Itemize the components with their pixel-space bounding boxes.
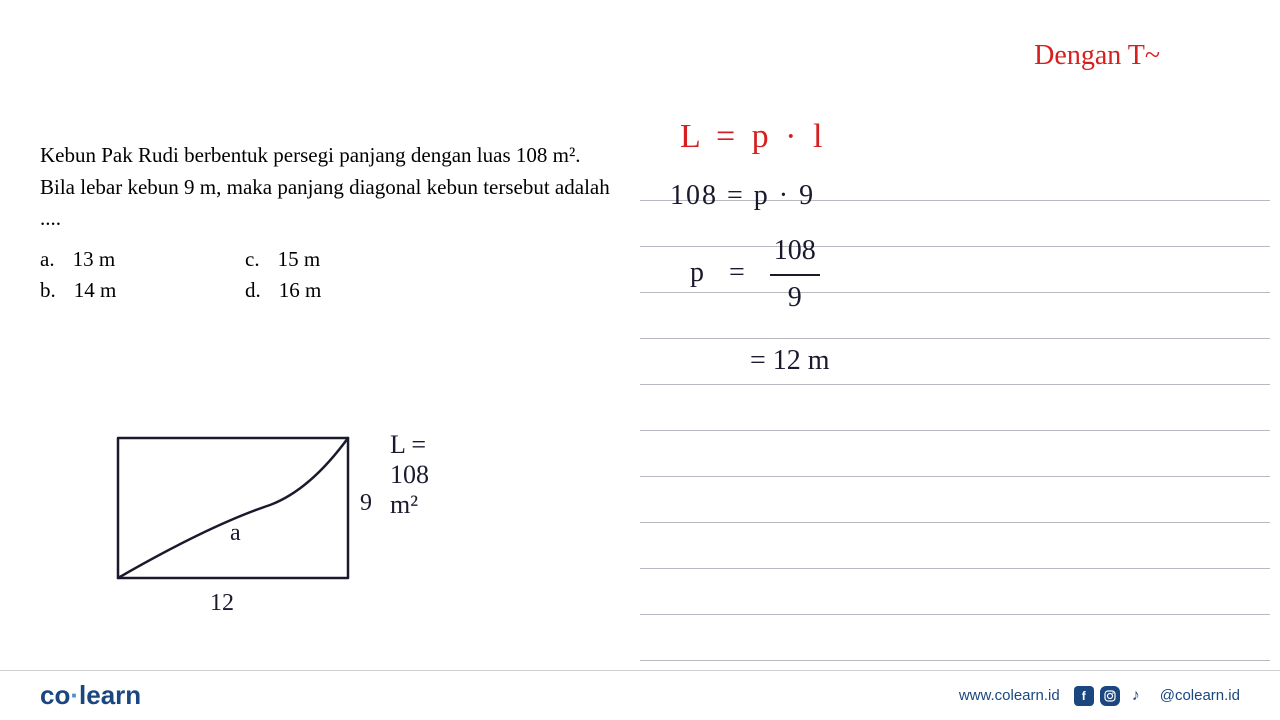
height-label: 9 [360,490,372,517]
social-icons: f ♪ [1074,686,1146,706]
option-b: b. 14 m [40,278,215,303]
division-line: p = 108 9 [690,229,830,321]
option-letter: a. [40,247,55,272]
header-note: Dengan T~ [1034,40,1160,72]
equals: = [729,257,745,288]
option-c: c. 15 m [245,247,420,272]
logo: co·learn [40,680,141,711]
ruled-line [640,431,1270,477]
option-d: d. 16 m [245,278,420,303]
lhs: p [690,257,704,288]
ruled-line [640,615,1270,661]
substitution-line: 108 = p · 9 [670,174,830,219]
instagram-icon[interactable] [1100,686,1120,706]
ruled-line [640,569,1270,615]
formula-line: L = p · l [680,110,830,164]
numerator: 108 [770,229,820,276]
result-line: = 12 m [750,339,830,384]
option-letter: d. [245,278,261,303]
options-grid: a. 13 m c. 15 m b. 14 m d. 16 m [40,247,420,303]
option-letter: c. [245,247,260,272]
fraction: 108 9 [770,229,820,321]
question-text: Kebun Pak Rudi berbentuk persegi panjang… [40,140,620,235]
option-a: a. 13 m [40,247,215,272]
ruled-line [640,523,1270,569]
tiktok-icon[interactable]: ♪ [1126,686,1146,706]
option-value: 15 m [278,247,321,272]
denominator: 9 [770,276,820,321]
area-label: L = 108 m² [390,430,429,520]
social-handle: @colearn.id [1160,687,1240,704]
website-link[interactable]: www.colearn.id [959,687,1060,704]
content-area: Kebun Pak Rudi berbentuk persegi panjang… [0,0,1280,670]
option-letter: b. [40,278,56,303]
footer-right: www.colearn.id f ♪ @colearn.id [959,686,1240,706]
logo-post: learn [79,680,141,710]
width-label: 12 [210,590,234,617]
ruled-line [640,477,1270,523]
rectangle-diagram: 12 9 a L = 108 m² [110,430,370,615]
left-panel: Kebun Pak Rudi berbentuk persegi panjang… [0,0,640,670]
logo-dot: · [70,680,79,710]
logo-pre: co [40,680,70,710]
working-area: L = p · l 108 = p · 9 p = 108 9 = 12 m [670,110,830,394]
option-value: 13 m [73,247,116,272]
diagonal-label: a [230,520,241,547]
footer: co·learn www.colearn.id f ♪ @colearn.id [0,670,1280,720]
option-value: 16 m [279,278,322,303]
option-value: 14 m [74,278,117,303]
right-panel: Dengan T~ L = p · l 108 = p · 9 p = 108 [640,0,1280,670]
facebook-icon[interactable]: f [1074,686,1094,706]
